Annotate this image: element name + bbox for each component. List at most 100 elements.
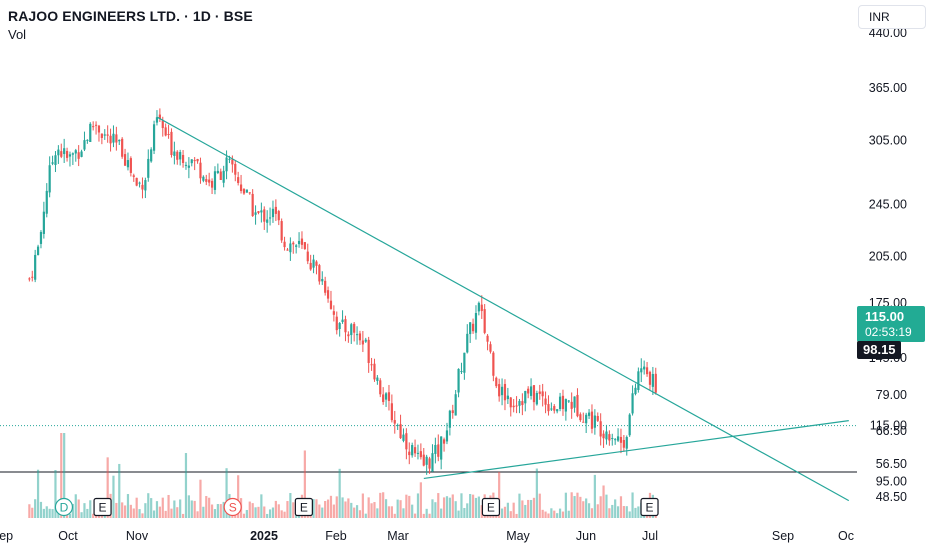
volume-bar (141, 513, 144, 518)
volume-bar (205, 496, 208, 518)
candle-body (402, 434, 405, 441)
candle-body (239, 184, 243, 192)
candle-body (364, 339, 367, 342)
candle-body (34, 254, 37, 280)
volume-bar (547, 513, 550, 518)
volume-bar (379, 492, 382, 518)
dividend-marker[interactable] (54, 497, 74, 517)
candle-body (196, 158, 199, 162)
candle-body (94, 124, 98, 126)
candle-body (350, 324, 353, 336)
candle-body (132, 175, 135, 177)
candle-body (440, 436, 443, 460)
event-marker-label: E (646, 501, 654, 515)
candle-body (611, 437, 614, 439)
volume-bar (425, 508, 428, 518)
candle-body (92, 126, 95, 128)
volume-bar (408, 495, 411, 518)
trendline[interactable] (157, 116, 850, 502)
candle-body (411, 445, 414, 456)
volume-bar (48, 508, 51, 518)
volume-bar (437, 493, 440, 518)
earnings-marker[interactable] (294, 497, 313, 517)
candle-body (637, 371, 640, 391)
candle-body (480, 304, 483, 312)
candle-body (202, 176, 205, 181)
candle-body (63, 148, 66, 155)
candle-body (387, 392, 391, 401)
volume-bar (341, 497, 344, 518)
currency-selector[interactable]: INR (858, 5, 926, 29)
symbol-title[interactable]: RAJOO ENGINEERS LTD. · 1D · BSE (8, 8, 253, 24)
candle-body (457, 368, 460, 393)
candle-body (593, 415, 596, 428)
volume-bar (503, 506, 507, 518)
volume-bar (558, 508, 562, 518)
volume-bar (387, 506, 391, 518)
candle-body (532, 385, 536, 403)
volume-bar (36, 469, 40, 518)
volume-bar (71, 503, 74, 518)
x-axis-tick-label: Nov (126, 529, 149, 543)
earnings-marker[interactable] (640, 497, 659, 517)
x-axis-tick-label: Sep (0, 529, 13, 543)
volume-bar (280, 510, 283, 518)
candle-body (582, 421, 585, 423)
volume-bar (561, 511, 565, 518)
volume-bar (445, 496, 449, 518)
volume-bar (63, 433, 66, 518)
volume-bar (602, 485, 605, 518)
volume-bar (393, 513, 396, 518)
candle-body (118, 139, 121, 142)
volume-bar (213, 509, 217, 518)
event-marker-label: E (487, 501, 495, 515)
candle-body (274, 206, 277, 214)
candle-body (39, 232, 43, 244)
earnings-marker[interactable] (93, 497, 112, 517)
candle-body (570, 401, 573, 409)
volume-bar (147, 493, 150, 518)
candle-body (469, 322, 472, 335)
candle-body (123, 154, 127, 166)
volume-bar (471, 494, 475, 518)
candle-body (358, 333, 362, 341)
candle-body (425, 456, 428, 465)
earnings-marker[interactable] (481, 497, 501, 517)
split-marker[interactable] (223, 497, 242, 517)
candle-body (65, 151, 69, 158)
candle-body (251, 193, 254, 217)
volume-bar (312, 499, 315, 518)
volume-bar (587, 503, 591, 518)
candle-body (556, 409, 559, 412)
volume-bar (367, 497, 370, 518)
volume-bar (541, 509, 544, 518)
volume-bar (242, 513, 246, 518)
candle-body (187, 165, 190, 168)
volume-bar (428, 513, 431, 518)
volume-bar (355, 505, 359, 518)
volume-bar (500, 508, 504, 518)
volume-legend-label[interactable]: Vol (8, 27, 27, 42)
candle-body (344, 319, 347, 333)
candle-body (144, 180, 147, 191)
volume-bar (434, 502, 437, 518)
candle-body (463, 352, 466, 373)
volume-bar (112, 475, 115, 518)
volume-bar (60, 433, 63, 518)
candle-body (619, 436, 623, 443)
volume-bar (193, 500, 196, 518)
volume-bar (550, 508, 553, 518)
candle-body (321, 278, 324, 282)
volume-bar (45, 506, 48, 518)
candle-body (242, 189, 246, 194)
candle-body (100, 133, 103, 138)
volume-bar (245, 509, 248, 518)
volume-bar (509, 511, 512, 518)
candle-body (83, 140, 86, 150)
volume-bar (326, 499, 330, 518)
trendline[interactable] (423, 420, 849, 480)
volume-bar (634, 507, 637, 518)
volume-bar (318, 504, 321, 518)
candle-body (498, 384, 501, 397)
